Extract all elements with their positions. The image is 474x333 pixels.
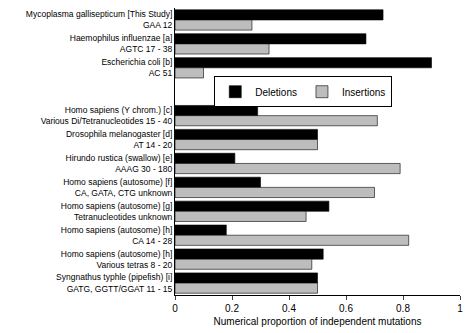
svg-text:Deletions: Deletions [255, 87, 297, 98]
svg-text:Hirundo rustica (swallow) [e]A: Hirundo rustica (swallow) [e]AAAG 30 - 1… [66, 153, 173, 174]
svg-text:Homo sapiens (autosome) [h]CA: Homo sapiens (autosome) [h]CA 14 - 28 [61, 225, 173, 246]
svg-text:Numerical proportion of indepe: Numerical proportion of independent muta… [214, 316, 422, 327]
svg-text:Syngnathus typhle (pipefish) [: Syngnathus typhle (pipefish) [i]GATG, GG… [56, 272, 173, 293]
svg-text:Homo sapiens (autosome) [g]Tet: Homo sapiens (autosome) [g]Tetranucleoti… [61, 201, 173, 222]
svg-text:Homo sapiens (autosome) [h]Var: Homo sapiens (autosome) [h]Various tetra… [61, 249, 173, 270]
svg-text:Homo sapiens (autosome) [f]CA,: Homo sapiens (autosome) [f]CA, GATA, CTG… [63, 177, 172, 198]
svg-text:1: 1 [457, 303, 463, 314]
svg-text:Escherichia coli [b]AC 51: Escherichia coli [b]AC 51 [101, 57, 172, 78]
svg-text:0.2: 0.2 [225, 303, 239, 314]
svg-text:Mycoplasma gallisepticum [This: Mycoplasma gallisepticum [This Study]GAA… [26, 9, 173, 30]
svg-text:Haemophilus influenzae [a]AGTC: Haemophilus influenzae [a]AGTC 17 - 38 [70, 33, 173, 54]
svg-text:Homo sapiens (Y chrom.) [c]Var: Homo sapiens (Y chrom.) [c]Various Di/Te… [41, 105, 173, 126]
svg-text:Drosophila melanogaster [d]AT: Drosophila melanogaster [d]AT 14 - 20 [66, 129, 173, 150]
svg-text:0.6: 0.6 [339, 303, 353, 314]
svg-text:0.8: 0.8 [396, 303, 410, 314]
svg-text:0: 0 [172, 303, 178, 314]
svg-text:0.4: 0.4 [282, 303, 296, 314]
svg-text:Insertions: Insertions [342, 87, 385, 98]
